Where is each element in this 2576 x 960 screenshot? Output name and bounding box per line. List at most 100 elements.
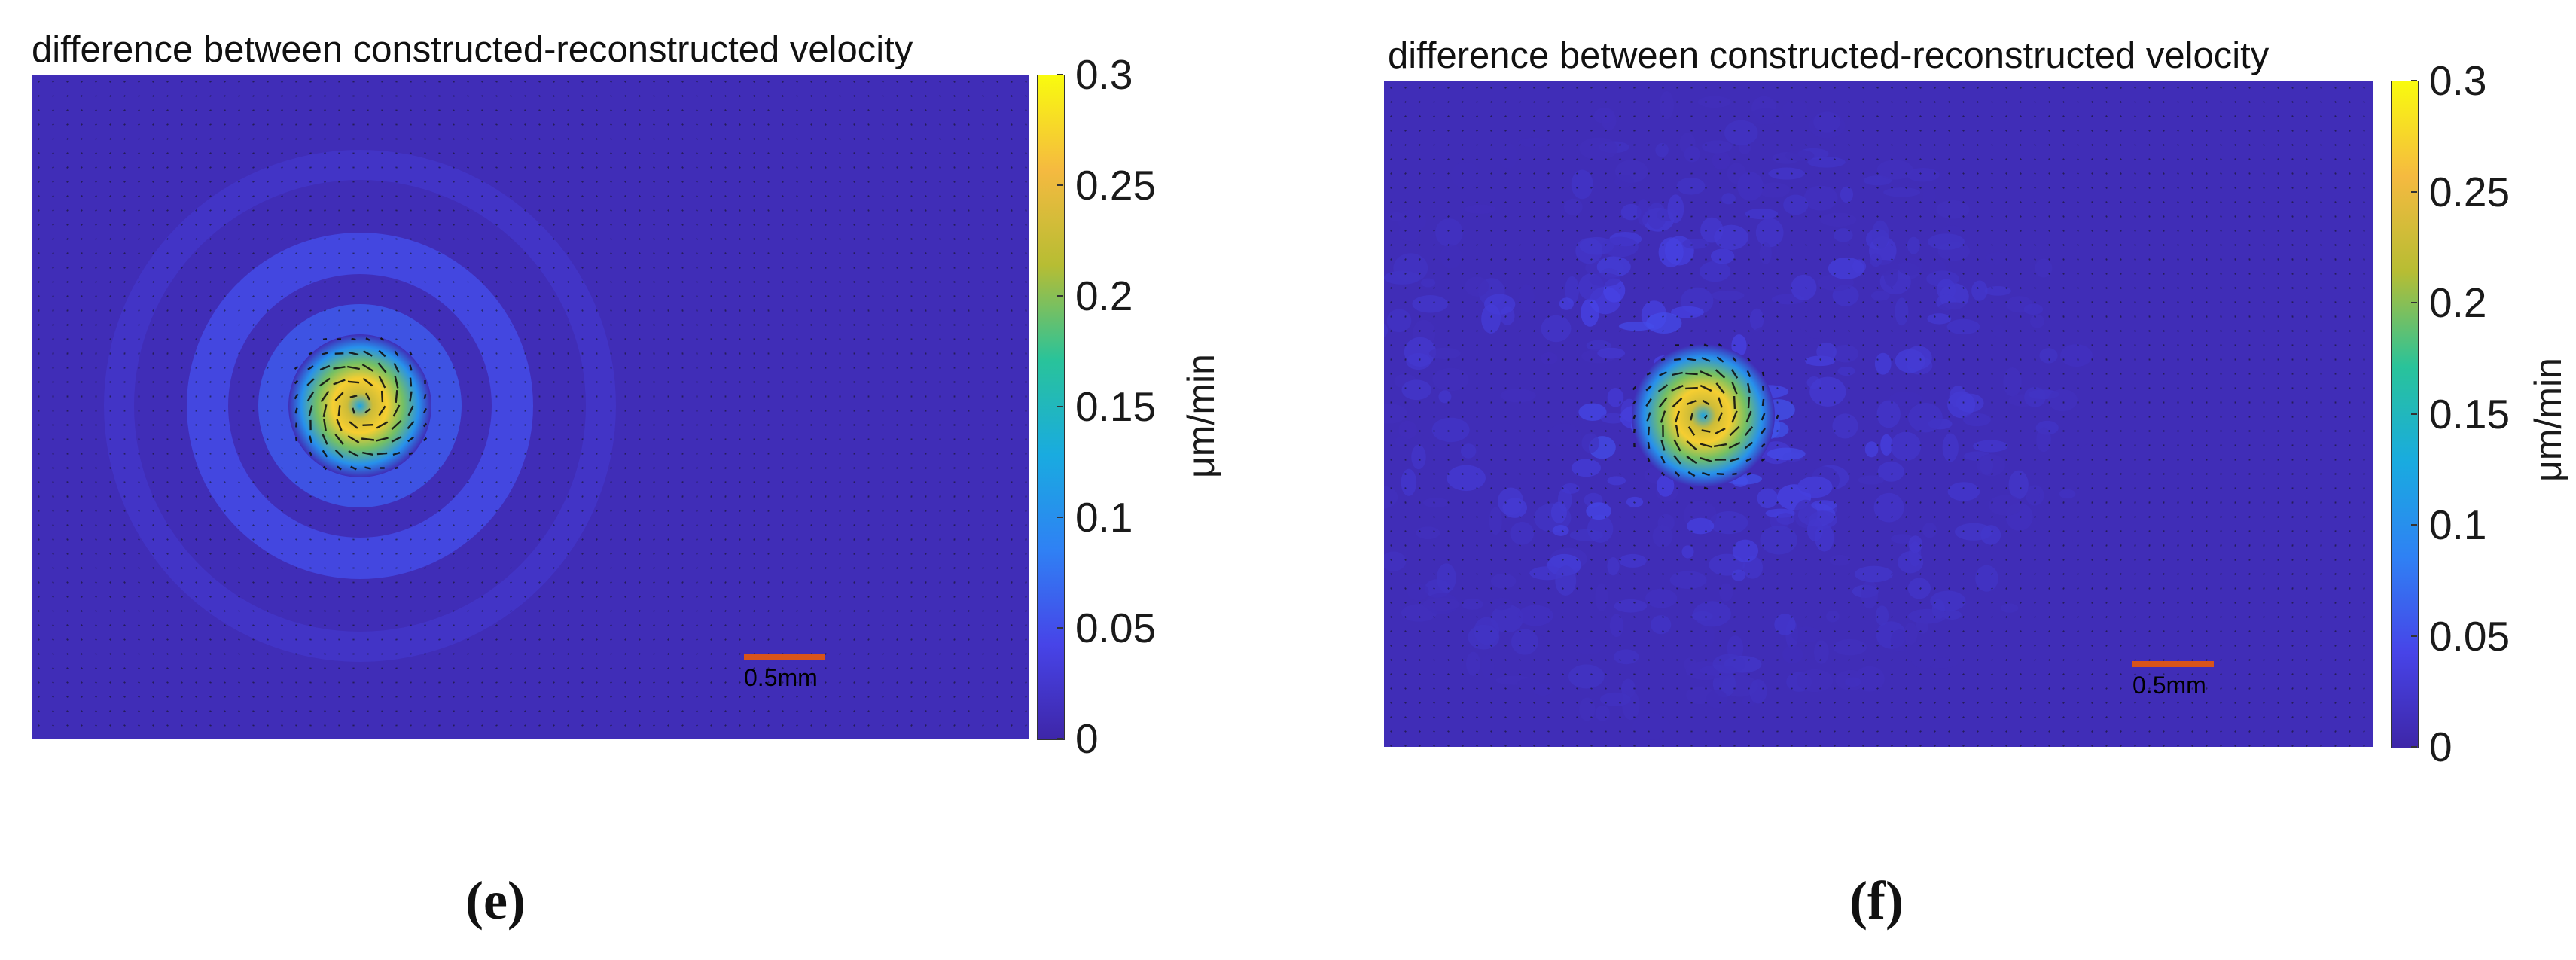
quiver-arrow <box>152 581 154 584</box>
quiver-arrow <box>152 724 154 727</box>
quiver-arrow <box>1962 315 1965 318</box>
quiver-arrow <box>324 481 326 483</box>
quiver-arrow <box>510 123 512 126</box>
quiver-arrow <box>2105 130 2108 132</box>
quiver-arrow <box>224 681 226 684</box>
quiver-arrow <box>968 610 970 612</box>
quiver-arrow <box>739 138 741 140</box>
quiver-arrow <box>667 152 669 154</box>
quiver-arrow <box>810 224 812 226</box>
quiver-arrow <box>1433 87 1435 89</box>
quiver-arrow <box>910 166 913 169</box>
quiver-arrow <box>1547 215 1550 218</box>
quiver-arrow <box>996 667 998 669</box>
noise-blob <box>1609 614 1624 638</box>
quiver-arrow <box>1962 258 1965 261</box>
quiver-arrow <box>324 295 326 297</box>
quiver-arrow <box>166 553 169 555</box>
quiver-arrow <box>1404 201 1407 203</box>
noise-blob <box>1687 517 1715 535</box>
quiver-arrow <box>567 309 569 312</box>
quiver-arrow <box>1562 258 1564 261</box>
quiver-arrow <box>81 81 83 83</box>
quiver-arrow <box>380 337 385 342</box>
quiver-arrow <box>2105 187 2108 189</box>
quiver-arrow <box>481 352 483 355</box>
quiver-arrow <box>1576 87 1578 89</box>
quiver-arrow <box>1490 258 1492 261</box>
quiver-arrow <box>1562 215 1564 218</box>
quiver-arrow <box>281 152 283 154</box>
quiver-arrow <box>925 152 927 154</box>
quiver-arrow <box>123 653 126 655</box>
quiver-arrow <box>596 166 598 169</box>
quiver-arrow <box>538 224 541 226</box>
quiver-arrow <box>209 81 212 83</box>
quiver-arrow <box>953 696 956 698</box>
quiver-arrow <box>438 195 441 197</box>
quiver-arrow <box>567 553 569 555</box>
quiver-arrow <box>95 681 97 684</box>
quiver-arrow <box>953 567 956 569</box>
quiver-arrow <box>953 238 956 240</box>
noise-blob <box>1450 162 1480 189</box>
quiver-arrow <box>209 510 212 512</box>
quiver-arrow <box>2334 158 2337 160</box>
quiver-arrow <box>81 495 83 498</box>
quiver-arrow <box>281 309 283 312</box>
quiver-arrow <box>481 696 483 698</box>
quiver-arrow <box>66 281 69 283</box>
quiver-arrow <box>910 710 913 712</box>
quiver-arrow <box>968 238 970 240</box>
quiver-arrow <box>596 281 598 283</box>
noise-blob <box>1424 579 1451 598</box>
noise-blob <box>1791 626 1821 643</box>
quiver-arrow <box>2163 244 2165 246</box>
quiver-arrow <box>810 95 812 97</box>
quiver-arrow <box>1590 115 1593 117</box>
quiver-arrow <box>1948 244 1950 246</box>
quiver-arrow <box>495 338 498 340</box>
quiver-arrow <box>739 224 741 226</box>
quiver-arrow <box>767 524 770 526</box>
quiver-arrow <box>209 667 212 669</box>
quiver-arrow <box>782 610 784 612</box>
quiver-arrow <box>424 295 426 297</box>
quiver-arrow <box>392 404 401 417</box>
quiver-arrow <box>495 638 498 641</box>
quiver-arrow <box>867 267 870 269</box>
quiver-arrow <box>1404 130 1407 132</box>
noise-blob <box>1517 678 1541 691</box>
quiver-arrow <box>252 553 255 555</box>
noise-blob <box>1883 187 1921 197</box>
quiver-arrow <box>753 252 755 254</box>
quiver-arrow <box>639 324 641 326</box>
quiver-arrow <box>438 724 441 727</box>
quiver-arrow <box>782 267 784 269</box>
quiver-arrow <box>753 510 755 512</box>
quiver-arrow <box>896 95 898 97</box>
quiver-arrow <box>1504 201 1507 203</box>
quiver-arrow <box>1576 301 1578 303</box>
noise-blob <box>2047 389 2078 412</box>
quiver-arrow <box>1791 315 1793 318</box>
quiver-arrow <box>438 109 441 111</box>
quiver-arrow <box>553 638 555 641</box>
quiver-arrow <box>334 392 344 401</box>
quiver-arrow <box>953 553 956 555</box>
quiver-arrow <box>2306 87 2308 89</box>
quiver-arrow <box>968 195 970 197</box>
quiver-arrow <box>1762 158 1764 160</box>
quiver-arrow <box>2234 215 2236 218</box>
noise-blob <box>1776 513 1795 525</box>
quiver-arrow <box>996 610 998 612</box>
quiver-arrow <box>767 538 770 541</box>
quiver-arrow <box>1791 87 1793 89</box>
quiver-arrow <box>1862 244 1864 246</box>
quiver-arrow <box>1948 315 1950 318</box>
quiver-arrow <box>624 324 626 326</box>
quiver-arrow <box>109 724 111 727</box>
quiver-arrow <box>152 224 154 226</box>
quiver-arrow <box>2020 230 2022 232</box>
quiver-arrow <box>376 437 389 442</box>
